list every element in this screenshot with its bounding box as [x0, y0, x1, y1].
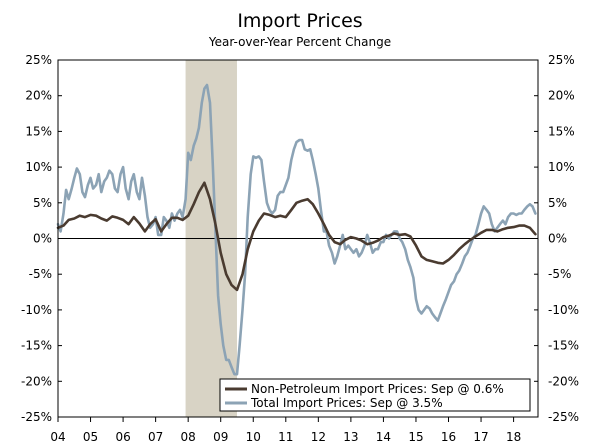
x-tick-label: 12: [311, 430, 326, 444]
x-tick-label: 15: [408, 430, 423, 444]
y-tick-label-left: -15%: [21, 339, 52, 353]
x-tick-label: 10: [246, 430, 261, 444]
x-tick-label: 14: [376, 430, 391, 444]
x-tick-label: 11: [278, 430, 293, 444]
y-tick-label-right: 20%: [548, 89, 575, 103]
y-tick-label-left: 15%: [25, 124, 52, 138]
y-tick-label-left: -20%: [21, 374, 52, 388]
x-tick-label: 07: [148, 430, 163, 444]
y-tick-label-right: 10%: [548, 160, 575, 174]
y-tick-label-left: 25%: [25, 53, 52, 67]
y-tick-label-right: -10%: [548, 303, 579, 317]
y-tick-label-right: 15%: [548, 124, 575, 138]
chart-subtitle: Year-over-Year Percent Change: [208, 35, 392, 49]
y-tick-label-right: 0%: [548, 232, 567, 246]
x-tick-label: 08: [181, 430, 196, 444]
x-tick-label: 09: [213, 430, 228, 444]
chart-title: Import Prices: [237, 10, 363, 32]
x-tick-label: 18: [506, 430, 521, 444]
x-tick-label: 05: [83, 430, 98, 444]
legend-label-0: Non-Petroleum Import Prices: Sep @ 0.6%: [251, 382, 504, 396]
y-tick-label-left: 20%: [25, 89, 52, 103]
y-tick-label-right: -5%: [548, 267, 571, 281]
y-tick-label-right: -20%: [548, 374, 579, 388]
series-line-0: [56, 181, 537, 292]
x-tick-label: 16: [441, 430, 456, 444]
y-tick-label-left: 0%: [33, 232, 52, 246]
y-tick-label-right: 25%: [548, 53, 575, 67]
y-tick-label-left: 5%: [33, 196, 52, 210]
y-tick-label-right: -25%: [548, 410, 579, 424]
x-tick-label: 13: [343, 430, 358, 444]
x-tick-label: 06: [115, 430, 130, 444]
series-line-1: [56, 83, 537, 376]
x-tick-label: 04: [50, 430, 65, 444]
y-tick-label-left: -10%: [21, 303, 52, 317]
y-tick-label-left: 10%: [25, 160, 52, 174]
legend-label-1: Total Import Prices: Sep @ 3.5%: [250, 396, 443, 410]
y-tick-label-right: 5%: [548, 196, 567, 210]
x-tick-label: 17: [473, 430, 488, 444]
legend-box: [219, 378, 531, 412]
y-tick-label-left: -5%: [29, 267, 52, 281]
y-tick-label-left: -25%: [21, 410, 52, 424]
y-tick-label-right: -15%: [548, 339, 579, 353]
